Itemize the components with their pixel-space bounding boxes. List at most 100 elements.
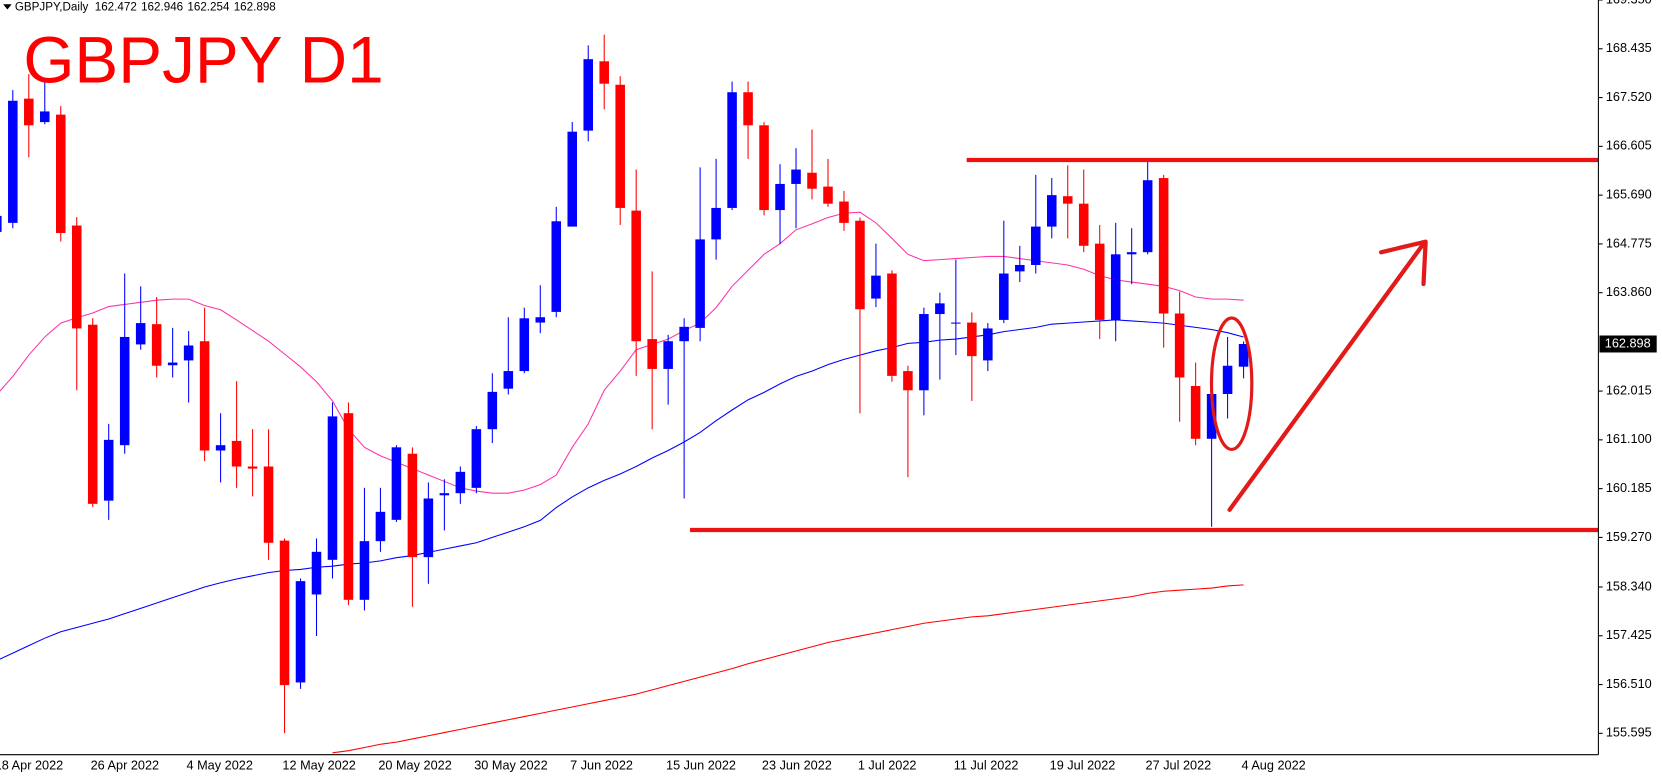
candle-body: [1078, 203, 1089, 246]
candle-body: [215, 445, 226, 451]
candle-body: [583, 59, 593, 131]
candle-body: [1062, 196, 1073, 204]
candle-body: [695, 239, 705, 328]
candle-body: [727, 92, 737, 208]
candle-body: [135, 323, 146, 345]
y-tick-label: 155.595: [1606, 725, 1652, 740]
candle-body: [375, 511, 386, 542]
candle-body: [247, 466, 258, 469]
y-tick-label: 158.340: [1606, 578, 1652, 593]
x-tick-label: 23 Jun 2022: [762, 758, 832, 773]
x-tick-label: 18 Apr 2022: [0, 758, 63, 773]
highlight-ellipse: [1209, 316, 1254, 452]
chart-header: GBPJPY,Daily 162.472 162.946 162.254 162.898: [15, 0, 276, 13]
candle-body: [615, 84, 625, 208]
candle-body: [87, 324, 98, 504]
price-tag: [1599, 335, 1657, 353]
candle-body: [983, 328, 993, 361]
price-tag-label: 162.898: [1605, 335, 1651, 350]
candle-body: [967, 322, 977, 357]
candle-body: [311, 551, 322, 595]
candle-body: [183, 345, 194, 361]
candle-body: [8, 100, 18, 223]
candle-body: [759, 125, 769, 211]
candle-body: [823, 186, 833, 204]
candle-body: [1046, 195, 1057, 227]
candle-body: [1142, 180, 1153, 253]
candle-body: [551, 221, 562, 312]
candle-body: [855, 220, 865, 310]
up-arrow: [1227, 239, 1428, 512]
candle-body: [71, 225, 82, 329]
candle-body: [455, 471, 466, 494]
candle-body: [1126, 252, 1137, 255]
candle-body: [1015, 264, 1025, 272]
x-tick-label: 19 Jul 2022: [1050, 758, 1116, 773]
x-tick-label: 4 Aug 2022: [1241, 758, 1305, 773]
candle-body: [1110, 254, 1121, 320]
candle-body: [151, 324, 162, 366]
header-close: 162.898: [234, 0, 276, 13]
candle-body: [24, 98, 34, 126]
y-tick-label: 167.520: [1606, 89, 1652, 104]
candle-body: [647, 339, 657, 369]
y-tick-label: 162.015: [1606, 382, 1652, 397]
candle-body: [599, 61, 609, 84]
candle-body: [631, 210, 641, 342]
candle-body: [167, 362, 178, 366]
candle-body: [0, 215, 2, 232]
candle-body: [119, 336, 130, 446]
candle-body: [711, 207, 721, 240]
candle-body: [903, 371, 913, 391]
candle-body: [295, 581, 306, 683]
candle-body: [567, 131, 578, 227]
candle-body: [359, 541, 370, 600]
candle-body: [887, 273, 897, 376]
candle-body: [1094, 243, 1105, 320]
x-tick-label: 4 May 2022: [187, 758, 253, 773]
candle-body: [487, 391, 498, 430]
candle-body: [1238, 343, 1249, 367]
candle-body: [1222, 365, 1233, 395]
candle-body: [279, 540, 290, 686]
chart-title: GBPJPY D1: [23, 24, 383, 97]
candle-body: [919, 314, 929, 391]
candle-body: [871, 275, 881, 299]
x-tick-label: 30 May 2022: [474, 758, 547, 773]
candle-body: [40, 111, 50, 123]
y-tick-label: 165.690: [1606, 186, 1652, 201]
moving-average-line: [332, 584, 1244, 754]
candle-body: [471, 429, 482, 488]
candle-body: [343, 413, 354, 600]
x-tick-label: 7 Jun 2022: [570, 758, 633, 773]
candle-body: [1158, 178, 1169, 314]
x-tick-label: 26 Apr 2022: [91, 758, 160, 773]
y-tick-label: 161.100: [1606, 431, 1652, 446]
candle-body: [535, 317, 546, 323]
candle-body: [663, 341, 673, 369]
x-tick-label: 11 Jul 2022: [954, 758, 1019, 773]
y-tick-label: 166.605: [1606, 138, 1652, 153]
header-high: 162.946: [141, 0, 183, 13]
y-tick-label: 169.350: [1606, 0, 1652, 6]
candle-body: [999, 273, 1009, 320]
candle-body: [1206, 394, 1217, 439]
candle-body: [775, 183, 785, 211]
candle-body: [199, 341, 210, 451]
candle-body: [1190, 386, 1201, 439]
candle-body: [791, 169, 801, 184]
candle-body: [807, 172, 817, 189]
moving-average-line: [0, 319, 1244, 660]
candle-body: [407, 453, 418, 558]
candle-body: [423, 498, 434, 558]
y-tick-label: 157.425: [1606, 627, 1652, 642]
y-tick-label: 164.775: [1606, 235, 1652, 250]
header-triangle: [3, 4, 12, 10]
candle-body: [439, 493, 450, 496]
candle-body: [327, 416, 338, 560]
y-tick-label: 163.860: [1606, 284, 1652, 299]
header-open: 162.472: [95, 0, 137, 13]
candle-body: [935, 303, 945, 315]
